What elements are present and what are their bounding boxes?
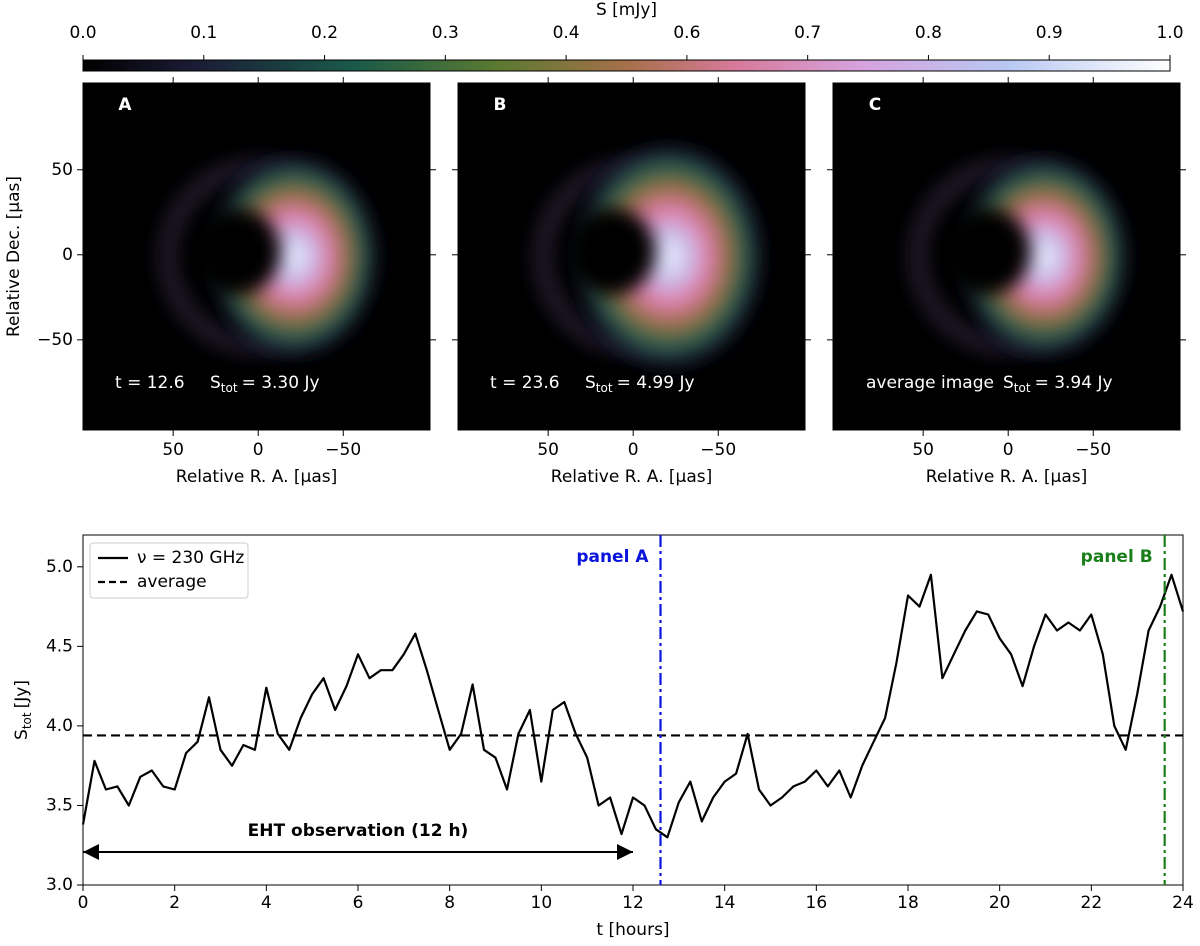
x-tick-label: 16 <box>806 893 828 913</box>
data-line <box>81 573 1185 839</box>
panel-annotation: t = 23.6 <box>490 373 560 393</box>
time-label: t = 23.6 <box>490 373 560 393</box>
colorbar-tick-label: 1.0 <box>1156 23 1183 43</box>
panel-annotation: t = 12.6 <box>115 373 185 393</box>
x-axis-label: Relative R. A. [µas] <box>176 467 337 487</box>
legend-box <box>89 542 249 599</box>
colorbar-tick-label: 0.9 <box>1036 23 1063 43</box>
y-axis-label: Stot [Jy] <box>12 680 34 740</box>
shadow <box>566 207 656 296</box>
x-tick-label: 50 <box>537 440 559 460</box>
flux-symbol: S <box>1003 373 1014 393</box>
flux-annotation: Stot = 4.99 Jy <box>585 373 695 395</box>
colorbar-tick-label: 0.7 <box>794 23 821 43</box>
panel-label: B <box>494 95 507 115</box>
y-tick-label: 3.0 <box>46 875 73 895</box>
panel-label: A <box>118 95 132 115</box>
image-panel <box>82 82 431 431</box>
y-tick-label: −50 <box>37 330 73 350</box>
x-tick-label: 8 <box>444 893 455 913</box>
image-panel <box>832 82 1181 431</box>
emission <box>157 151 383 362</box>
x-axis-label: Relative R. A. [µas] <box>926 467 1087 487</box>
flux-sub: tot <box>596 381 613 395</box>
y-tick-label: 4.5 <box>46 636 73 656</box>
colorbar-tick-label: 0.6 <box>673 23 700 43</box>
crescent <box>205 151 383 362</box>
shadow <box>941 207 1031 296</box>
colorbar-tick-label: 0.4 <box>553 23 580 43</box>
legend-label: ν = 230 GHz <box>137 548 244 568</box>
colorbar-tick-label: 0.2 <box>311 23 338 43</box>
x-tick-label: −50 <box>1075 440 1111 460</box>
y-axis-label: Relative Dec. [µas] <box>4 176 24 337</box>
y-label-unit: [Jy] <box>12 680 32 708</box>
emission <box>532 138 768 375</box>
colorbar-tick-label: 0.1 <box>190 23 217 43</box>
panel-label: C <box>869 95 881 115</box>
x-tick-label: 22 <box>1081 893 1103 913</box>
colorbar-tick-label: 0.0 <box>69 23 96 43</box>
shadow <box>191 207 281 296</box>
colorbar-label: S [mJy] <box>596 0 657 20</box>
y-tick-label: 5.0 <box>46 557 73 577</box>
image-panel <box>457 82 806 431</box>
image-frame <box>82 82 431 431</box>
emission <box>907 151 1133 362</box>
x-tick-label: 0 <box>78 893 89 913</box>
flux-value: = 4.99 Jy <box>617 373 695 393</box>
flux-sub: tot <box>221 381 238 395</box>
flux-symbol: S <box>210 373 221 393</box>
x-tick-label: 50 <box>912 440 934 460</box>
colorbar <box>82 59 1171 72</box>
flux-annotation: Stot = 3.30 Jy <box>210 373 320 395</box>
colorbar-tick-label: 0.3 <box>432 23 459 43</box>
panel-annotation: average image <box>866 373 994 393</box>
crescent <box>569 138 768 375</box>
x-tick-label: −50 <box>700 440 736 460</box>
flux-symbol: S <box>585 373 596 393</box>
x-tick-label: 12 <box>622 893 644 913</box>
x-axis-label: Relative R. A. [µas] <box>551 467 712 487</box>
legend-label: average <box>137 572 207 592</box>
marker-label: panel B <box>1081 547 1153 567</box>
x-tick-label: 20 <box>989 893 1011 913</box>
x-tick-label: 18 <box>897 893 919 913</box>
x-tick-label: −50 <box>325 440 361 460</box>
span-label: EHT observation (12 h) <box>248 821 469 841</box>
y-label-sub: tot <box>20 712 34 729</box>
x-tick-label: 4 <box>261 893 272 913</box>
x-tick-label: 2 <box>169 893 180 913</box>
x-tick-label: 0 <box>1003 440 1014 460</box>
x-tick-label: 6 <box>353 893 364 913</box>
y-label-symbol: S <box>12 729 32 740</box>
flux-value: = 3.30 Jy <box>242 373 320 393</box>
flux-sub: tot <box>1014 381 1031 395</box>
x-tick-label: 0 <box>253 440 264 460</box>
x-tick-label: 10 <box>531 893 553 913</box>
x-tick-label: 0 <box>628 440 639 460</box>
flux-annotation: Stot = 3.94 Jy <box>1003 373 1113 395</box>
x-tick-label: 14 <box>714 893 736 913</box>
image-frame <box>457 82 806 431</box>
marker-label: panel A <box>576 547 649 567</box>
x-tick-label: 24 <box>1172 893 1194 913</box>
y-tick-label: 0 <box>62 245 73 265</box>
colorbar-tick-label: 0.8 <box>915 23 942 43</box>
x-axis-label: t [hours] <box>596 920 669 940</box>
y-tick-label: 50 <box>51 160 73 180</box>
y-tick-label: 4.0 <box>46 716 73 736</box>
y-tick-label: 3.5 <box>46 795 73 815</box>
x-tick-label: 50 <box>162 440 184 460</box>
crescent <box>955 151 1133 362</box>
time-label: average image <box>866 373 994 393</box>
image-frame <box>832 82 1181 431</box>
flux-value: = 3.94 Jy <box>1035 373 1113 393</box>
time-label: t = 12.6 <box>115 373 185 393</box>
